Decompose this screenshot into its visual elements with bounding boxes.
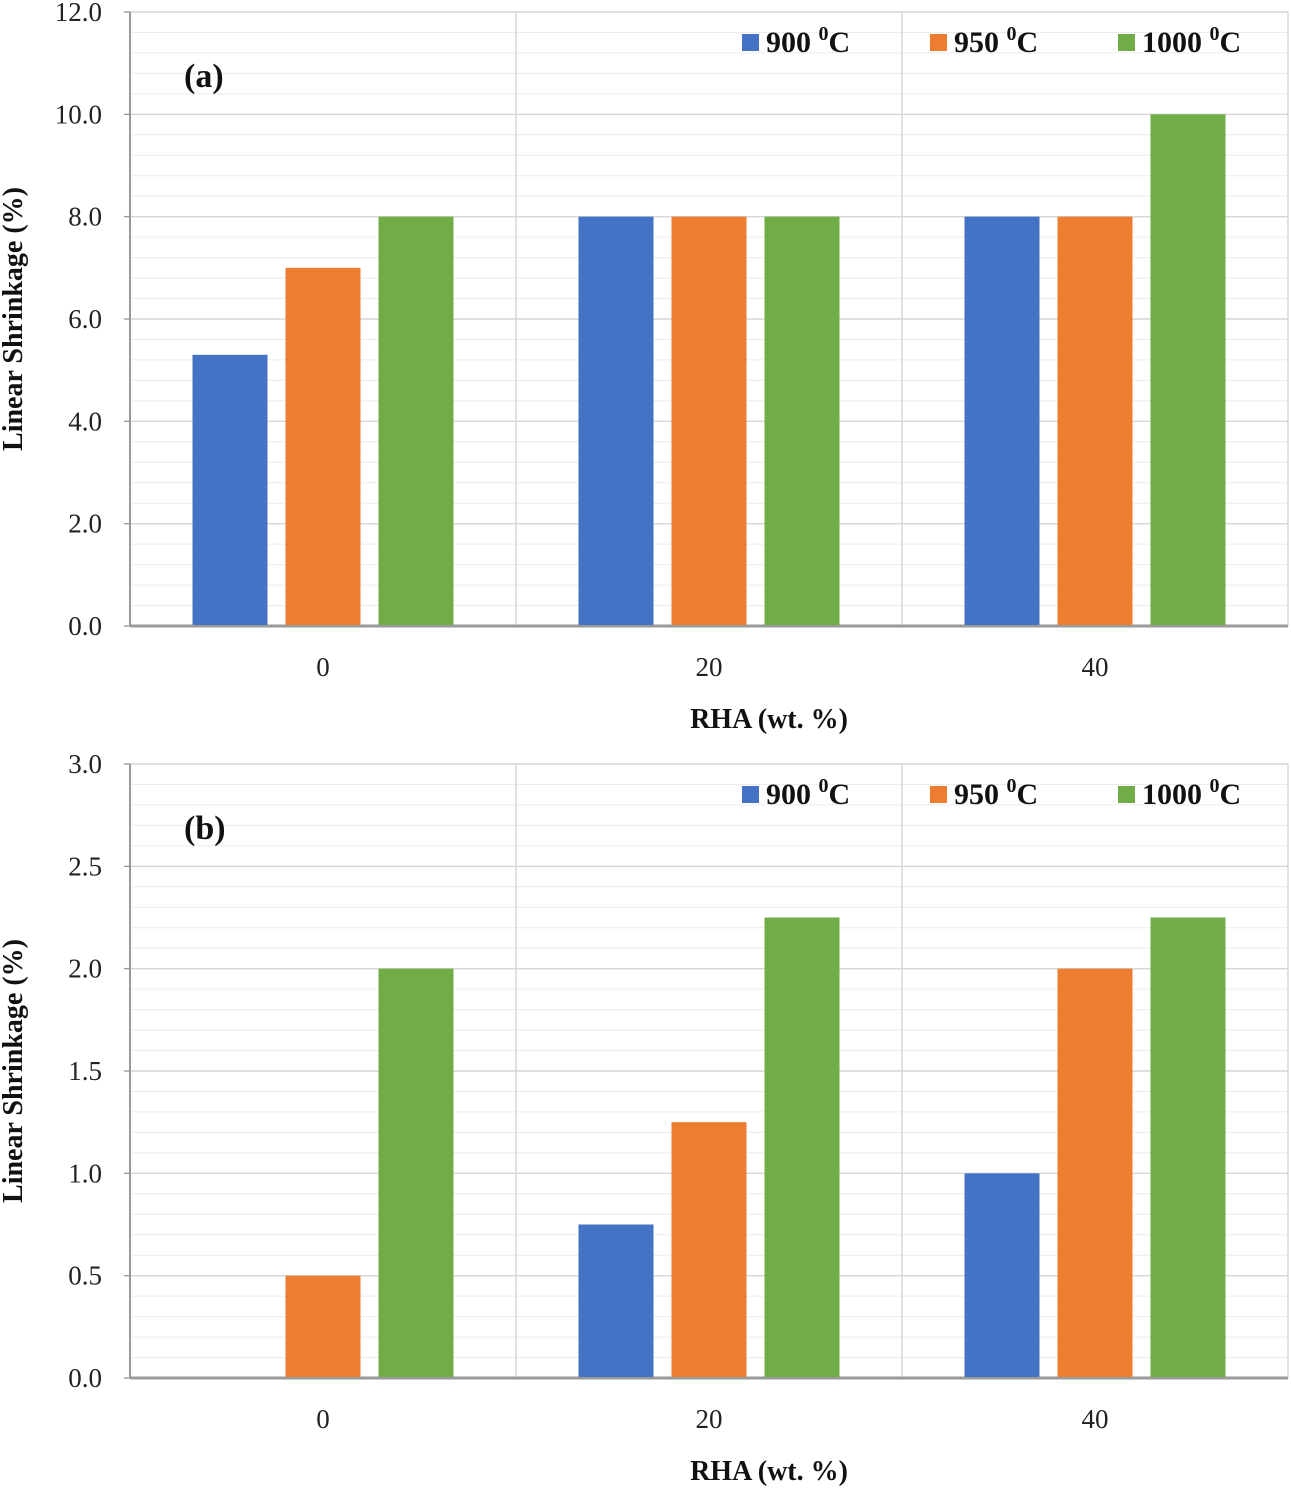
chart-b: 0.0 0.5 1.0 1.5 2.0 2.5 3.0 0 20 40 RHA (wt. %) Lin… [0, 752, 1289, 1487]
bar [378, 216, 454, 625]
x-tick-label: 20 [696, 652, 723, 682]
y-tick-label: 2.0 [68, 509, 102, 539]
bar [192, 354, 268, 625]
y-tick-label: 1.5 [68, 1056, 102, 1086]
bar [764, 216, 840, 625]
legend-swatch [930, 34, 947, 51]
panel-label: (b) [184, 810, 226, 847]
legend-label: 900 0C [766, 775, 850, 811]
legend-swatch [930, 786, 947, 803]
x-tick-label: 40 [1082, 1404, 1109, 1434]
legend-swatch [742, 34, 759, 51]
legend-label: 950 0C [954, 775, 1038, 811]
x-axis-title: RHA (wt. %) [690, 1456, 848, 1487]
bar [578, 216, 654, 625]
legend-label: 900 0C [766, 23, 850, 59]
bar [378, 968, 454, 1377]
y-tick-label: 10.0 [55, 99, 102, 129]
y-tick-label: 4.0 [68, 406, 102, 436]
y-tick-label: 8.0 [68, 202, 102, 232]
legend-label: 1000 0C [1142, 23, 1241, 59]
legend-label: 1000 0C [1142, 775, 1241, 811]
bar [671, 216, 747, 625]
bar [1150, 114, 1226, 625]
y-tick-label: 0.5 [68, 1261, 102, 1291]
y-tick-label: 12.0 [55, 0, 102, 27]
y-axis-title: Linear Shrinkage (%) [0, 187, 29, 451]
y-tick-label: 1.0 [68, 1158, 102, 1188]
x-tick-label: 20 [696, 1404, 723, 1434]
chart-a: 0.0 2.0 4.0 6.0 8.0 10.0 12.0 0 20 40 RHA (wt. %) L… [0, 0, 1289, 735]
y-axis-title: Linear Shrinkage (%) [0, 939, 29, 1203]
bar [285, 267, 361, 625]
x-tick-label: 40 [1082, 652, 1109, 682]
legend-label: 950 0C [954, 23, 1038, 59]
y-tick-label: 0.0 [68, 611, 102, 641]
bar [1057, 968, 1133, 1377]
bar [764, 917, 840, 1377]
x-tick-label: 0 [316, 1404, 330, 1434]
bar [1057, 216, 1133, 625]
bar [1150, 917, 1226, 1377]
panel-label: (a) [184, 58, 224, 95]
y-tick-label: 2.5 [68, 851, 102, 881]
y-tick-label: 3.0 [68, 752, 102, 779]
bar [285, 1275, 361, 1377]
y-tick-label: 2.0 [68, 954, 102, 984]
bar [671, 1122, 747, 1377]
x-axis-title: RHA (wt. %) [690, 704, 848, 735]
legend-swatch [742, 786, 759, 803]
legend-swatch [1118, 34, 1135, 51]
bar [964, 1173, 1040, 1377]
bar [964, 216, 1040, 625]
legend-swatch [1118, 786, 1135, 803]
y-tick-label: 6.0 [68, 304, 102, 334]
bar [578, 1224, 654, 1377]
x-tick-label: 0 [316, 652, 330, 682]
y-tick-label: 0.0 [68, 1363, 102, 1393]
